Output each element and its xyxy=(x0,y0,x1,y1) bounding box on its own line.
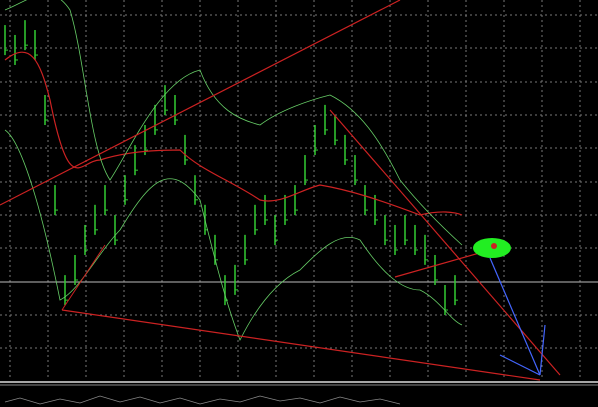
bars xyxy=(4,20,458,316)
lower-band xyxy=(4,129,463,341)
marker-dot xyxy=(491,243,497,249)
grid xyxy=(0,0,598,380)
indicator xyxy=(4,395,401,405)
trend-line xyxy=(394,249,491,278)
trend-line xyxy=(0,0,401,206)
trend-line xyxy=(61,309,541,381)
trend-line xyxy=(61,244,106,311)
moving-average xyxy=(4,51,463,216)
arrows xyxy=(489,257,546,376)
upper-band xyxy=(4,0,463,246)
